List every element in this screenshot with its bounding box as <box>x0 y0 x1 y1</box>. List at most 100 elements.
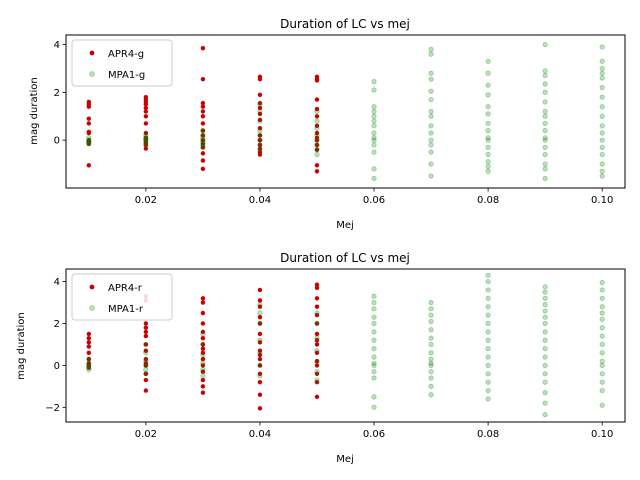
top-point-MPA1-g <box>143 142 149 148</box>
top-point-MPA1-g <box>143 135 149 141</box>
top-point-MPA1-g <box>200 142 206 148</box>
top-point-APR4-g <box>143 105 149 111</box>
bottom-point-APR4-r <box>314 342 320 347</box>
bottom-point-MPA1-r <box>86 366 92 373</box>
bottom-point-APR4-r <box>200 350 206 356</box>
bottom-point-MPA1-r <box>371 394 377 400</box>
bottom-y-axis-label: mag duration <box>16 312 27 379</box>
bottom-point-MPA1-r <box>485 387 491 394</box>
top-point-APR4-g <box>257 92 263 97</box>
bottom-point-MPA1-r <box>371 360 377 366</box>
top-point-MPA1-g <box>485 104 491 110</box>
top-point-MPA1-g <box>371 118 377 124</box>
top-point-APR4-g <box>143 102 149 107</box>
top-point-MPA1-g <box>314 132 320 139</box>
bottom-point-MPA1-r <box>542 284 548 290</box>
top-point-MPA1-g <box>542 144 548 150</box>
top-point-MPA1-g <box>599 84 605 91</box>
top-point-MPA1-g <box>428 123 434 129</box>
bottom-point-MPA1-r <box>257 350 263 356</box>
bottom-point-MPA1-r <box>542 354 548 360</box>
top-legend-marker <box>89 71 95 77</box>
bottom-point-APR4-r <box>257 379 263 385</box>
bottom-point-MPA1-r <box>428 306 434 312</box>
top-point-MPA1-g <box>599 58 605 64</box>
top-point-MPA1-g <box>542 120 548 127</box>
bottom-point-MPA1-r <box>200 352 206 358</box>
bottom-point-MPA1-r <box>485 337 491 343</box>
bottom-point-MPA1-r <box>542 289 548 295</box>
bottom-point-MPA1-r <box>485 320 491 327</box>
bottom-point-MPA1-r <box>143 366 149 373</box>
top-point-APR4-g <box>314 163 320 168</box>
bottom-point-MPA1-r <box>143 358 149 364</box>
top-point-MPA1-g <box>143 137 149 143</box>
top-point-MPA1-g <box>143 139 149 146</box>
top-point-MPA1-g <box>143 132 149 139</box>
top-point-APR4-g <box>143 121 149 126</box>
top-point-MPA1-g <box>599 173 605 179</box>
top-point-MPA1-g <box>371 135 377 141</box>
bottom-point-APR4-r <box>314 331 320 337</box>
top-point-MPA1-g <box>257 142 263 148</box>
top-point-MPA1-g <box>542 166 548 172</box>
top-point-MPA1-g <box>200 144 206 150</box>
bottom-x-axis-label: Mej <box>336 454 354 465</box>
top-point-APR4-g <box>257 137 263 143</box>
bottom-point-APR4-r <box>143 325 149 330</box>
top-point-APR4-g <box>143 114 149 119</box>
top-point-APR4-g <box>257 111 263 117</box>
bottom-point-APR4-r <box>143 321 149 326</box>
top-point-APR4-g <box>257 126 263 131</box>
top-x-tick-label: 0.08 <box>477 195 499 206</box>
bottom-point-MPA1-r <box>314 335 320 341</box>
bottom-point-APR4-r <box>257 287 263 293</box>
top-legend-marker <box>89 50 95 56</box>
top-point-APR4-g <box>314 169 320 174</box>
top-point-MPA1-g <box>143 136 149 142</box>
top-point-MPA1-g <box>257 108 263 115</box>
top-point-MPA1-g <box>485 163 491 170</box>
top-point-APR4-g <box>143 146 149 151</box>
bottom-point-MPA1-r <box>428 356 434 362</box>
top-point-APR4-g <box>314 97 320 102</box>
top-point-MPA1-g <box>371 142 377 148</box>
top-point-MPA1-g <box>542 161 548 167</box>
top-point-APR4-g <box>314 123 320 129</box>
bottom-point-MPA1-r <box>86 364 92 371</box>
top-point-APR4-g <box>200 100 206 106</box>
top-x-tick-label: 0.02 <box>135 195 157 206</box>
top-y-tick-label: 2 <box>54 88 60 99</box>
bottom-point-APR4-r <box>257 356 263 362</box>
bottom-point-MPA1-r <box>599 316 605 322</box>
top-point-APR4-g <box>86 163 92 168</box>
bottom-point-APR4-r <box>143 342 149 347</box>
subplot-top: Duration of LC vs mej Mej mag duration 0… <box>29 17 626 231</box>
bottom-point-MPA1-r <box>371 337 377 343</box>
bottom-point-MPA1-r <box>428 360 434 366</box>
bottom-point-APR4-r <box>200 300 206 305</box>
top-point-MPA1-g <box>485 128 491 134</box>
top-point-MPA1-g <box>200 132 206 139</box>
bottom-point-APR4-r <box>200 384 206 389</box>
bottom-point-MPA1-r <box>485 354 491 360</box>
bottom-point-APR4-r <box>143 329 149 335</box>
bottom-point-APR4-r <box>314 296 320 301</box>
top-point-MPA1-g <box>542 73 548 79</box>
top-point-MPA1-g <box>371 108 377 115</box>
top-point-MPA1-g <box>428 70 434 76</box>
bottom-point-MPA1-r <box>371 354 377 360</box>
bottom-point-MPA1-r <box>485 287 491 293</box>
top-point-MPA1-g <box>485 58 491 64</box>
bottom-point-APR4-r <box>314 304 320 309</box>
bottom-point-MPA1-r <box>200 366 206 373</box>
bottom-point-MPA1-r <box>485 272 491 278</box>
top-point-APR4-g <box>86 121 92 126</box>
bottom-point-MPA1-r <box>485 379 491 385</box>
top-point-APR4-g <box>257 77 263 82</box>
bottom-point-MPA1-r <box>428 392 434 398</box>
top-point-MPA1-g <box>542 151 548 158</box>
bottom-x-tick-label: 0.08 <box>477 429 499 440</box>
top-point-MPA1-g <box>485 111 491 117</box>
top-point-MPA1-g <box>428 173 434 179</box>
